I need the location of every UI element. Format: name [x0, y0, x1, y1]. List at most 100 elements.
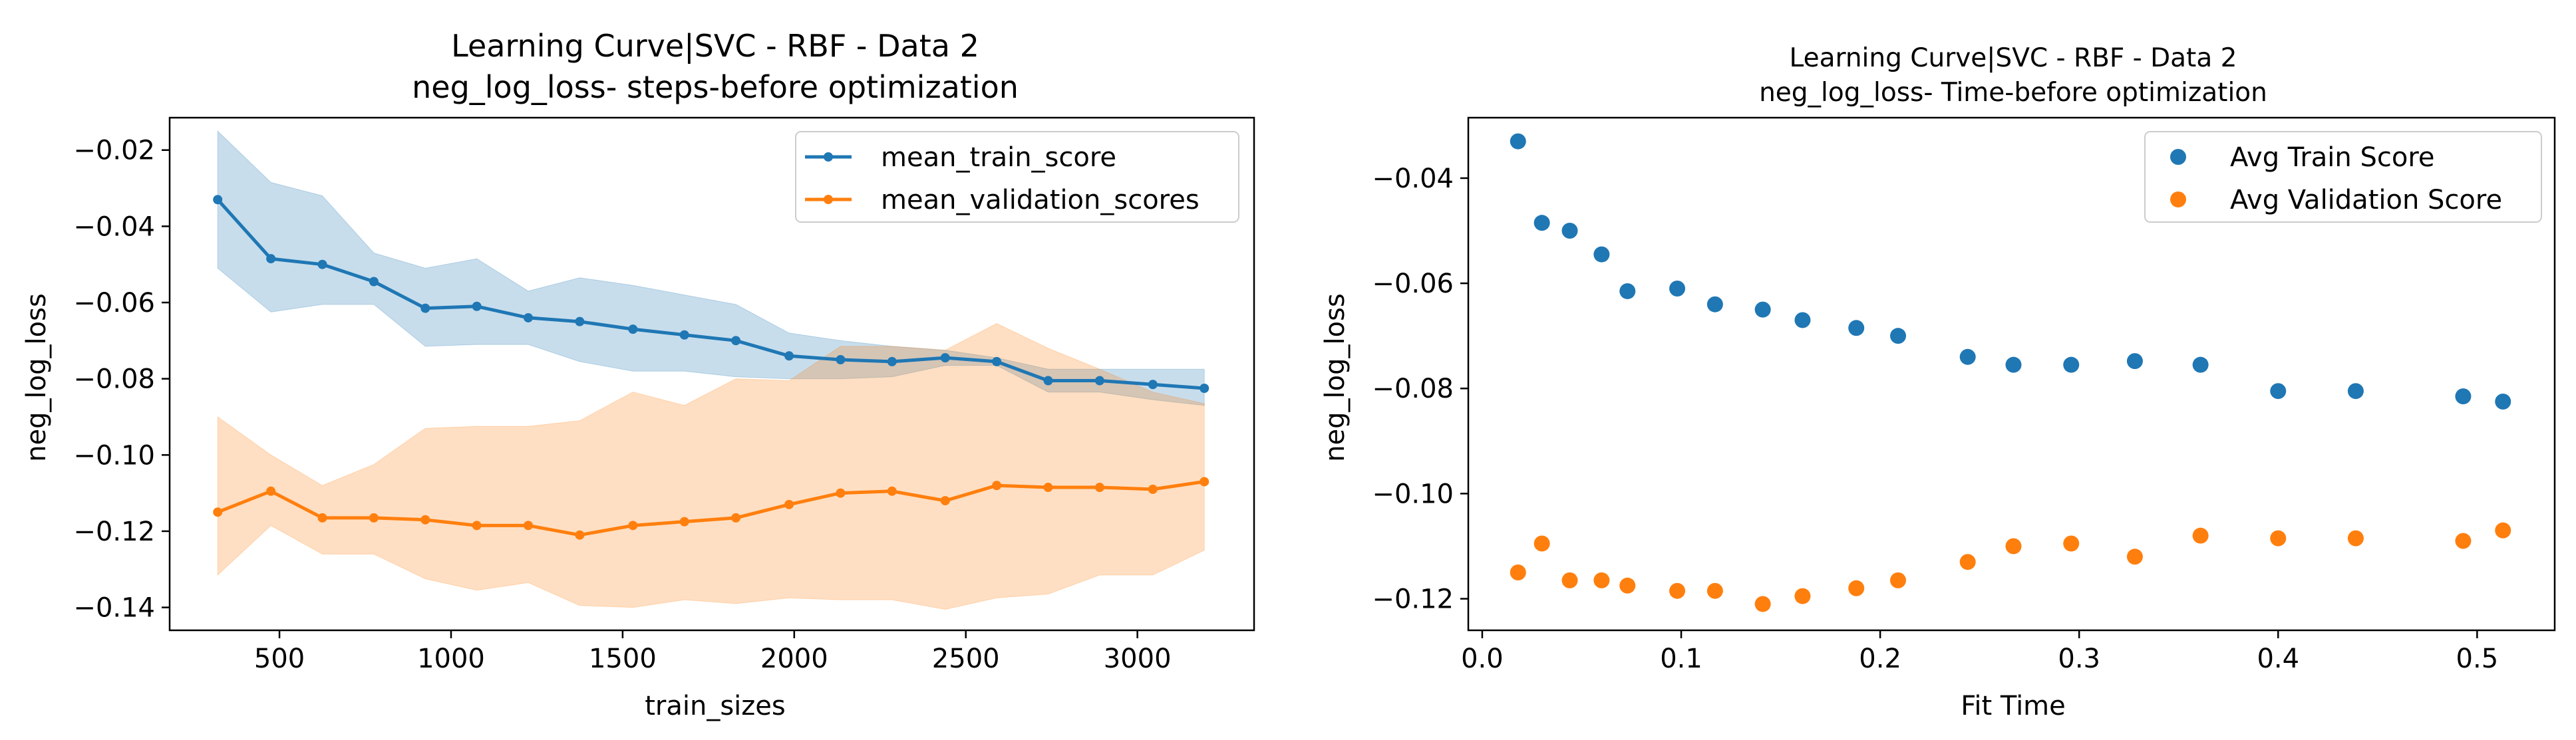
y-tick-label: −0.10	[73, 440, 155, 471]
data-point-train	[628, 324, 638, 334]
legend-label-validation: mean_validation_scores	[881, 185, 1200, 215]
x-tick-label: 0.3	[2058, 644, 2100, 674]
data-point-validation	[1510, 564, 1526, 581]
data-point-train	[369, 277, 379, 287]
data-point-validation	[266, 486, 276, 496]
data-point-validation	[1043, 483, 1053, 493]
data-point-train	[679, 330, 689, 340]
axes-frame	[1467, 116, 2556, 632]
data-point-train	[1706, 296, 1723, 312]
x-tick-label: 0.4	[2257, 644, 2299, 674]
data-point-validation	[992, 481, 1002, 491]
x-tick-label: 2000	[760, 644, 828, 674]
x-tick-label: 1000	[417, 644, 485, 674]
data-point-train	[1094, 376, 1104, 386]
data-point-validation	[213, 507, 223, 517]
data-point-validation	[420, 515, 430, 525]
data-point-validation	[1094, 483, 1104, 493]
y-axis-label: neg_log_loss	[21, 293, 52, 462]
data-point-validation	[2270, 530, 2287, 547]
data-point-validation	[524, 521, 534, 531]
legend-label-validation: Avg Validation Score	[2230, 185, 2502, 215]
data-point-train	[1043, 376, 1053, 386]
chart-title-line1: Learning Curve|SVC - RBF - Data 2	[451, 28, 979, 64]
legend-box	[795, 131, 1239, 223]
data-point-validation	[887, 486, 897, 496]
data-point-validation	[1533, 535, 1550, 552]
data-point-validation	[2126, 549, 2143, 565]
data-point-train	[1669, 281, 1686, 297]
plot-area-steps: 500 1000 1500 2000 2500 3000 −0.14 −0.12 −0.10 −0…	[73, 116, 1255, 674]
data-point-validation	[2063, 535, 2080, 552]
legend-label-train: Avg Train Score	[2230, 142, 2435, 173]
y-tick-label: −0.08	[73, 364, 155, 395]
fit-time-chart: Learning Curve|SVC - RBF - Data 2 neg_lo…	[1320, 43, 2556, 721]
legend-marker-train	[2170, 149, 2186, 165]
x-tick-label: 2500	[932, 644, 1000, 674]
chart-title-line2: neg_log_loss- Time-before optimization	[1759, 78, 2267, 108]
data-point-train	[2005, 356, 2022, 373]
data-point-train	[2347, 383, 2364, 400]
y-tick-label: −0.06	[1372, 269, 1454, 299]
x-axis-label: Fit Time	[1961, 691, 2066, 721]
data-point-train	[1200, 383, 1209, 393]
data-point-train	[887, 356, 897, 366]
confidence-band-train	[217, 130, 1205, 406]
data-point-validation	[731, 513, 741, 523]
data-point-validation	[1669, 582, 1686, 599]
data-point-train	[575, 316, 585, 326]
data-point-train	[420, 303, 430, 313]
data-point-train	[1593, 246, 1610, 263]
legend-box	[2144, 131, 2542, 223]
data-point-validation	[940, 496, 950, 506]
data-point-train	[2455, 388, 2472, 405]
data-point-validation	[628, 521, 638, 531]
data-point-validation	[317, 513, 327, 523]
data-point-validation	[1754, 596, 1771, 612]
data-point-train	[836, 355, 846, 365]
legend-marker-validation	[824, 195, 833, 204]
data-point-validation	[1561, 572, 1578, 588]
y-tick-label: −0.10	[1372, 479, 1454, 509]
data-point-validation	[575, 530, 585, 540]
legend-label-train: mean_train_score	[881, 142, 1116, 173]
confidence-band-validation	[217, 322, 1205, 610]
data-point-train	[1561, 223, 1578, 239]
data-point-train	[213, 195, 223, 205]
data-point-train	[1959, 348, 1976, 365]
data-point-validation	[2347, 530, 2364, 547]
data-point-validation	[1706, 582, 1723, 599]
data-point-validation	[1593, 572, 1610, 588]
data-point-train	[1890, 328, 1907, 344]
data-point-train	[1148, 380, 1158, 390]
data-point-train	[784, 351, 794, 361]
data-point-validation	[1890, 572, 1907, 588]
data-point-validation	[836, 488, 846, 498]
data-point-validation	[1794, 588, 1811, 604]
data-point-train	[2270, 383, 2287, 400]
data-point-train	[2495, 394, 2511, 410]
y-tick-label: −0.02	[73, 136, 155, 166]
data-point-train	[524, 312, 534, 322]
data-point-validation	[1619, 577, 1636, 594]
x-tick-label: 0.1	[1660, 644, 1702, 674]
data-point-train	[1754, 301, 1771, 318]
data-point-train	[2063, 356, 2080, 373]
y-tick-label: −0.04	[73, 211, 155, 242]
data-point-train	[992, 356, 1002, 366]
axes-frame	[168, 116, 1255, 632]
x-tick-label: 0.2	[1859, 644, 1901, 674]
learning-curve-chart: Learning Curve|SVC - RBF - Data 2 neg_lo…	[21, 28, 1255, 721]
data-point-validation	[2495, 522, 2511, 539]
y-tick-label: −0.12	[1372, 584, 1454, 615]
data-point-train	[940, 353, 950, 363]
data-point-validation	[1200, 477, 1209, 487]
data-point-validation	[784, 499, 794, 509]
plot-area-time: 0.0 0.1 0.2 0.3 0.4 0.5 −0.12 −0.10 −0.08 −0.06 −0…	[1372, 116, 2556, 674]
legend: Avg Train Score Avg Validation Score	[2144, 131, 2542, 223]
x-tick-label: 0.0	[1461, 644, 1504, 674]
x-axis-label: train_sizes	[645, 691, 786, 721]
data-point-validation	[1848, 580, 1865, 596]
data-point-validation	[1959, 554, 1976, 570]
